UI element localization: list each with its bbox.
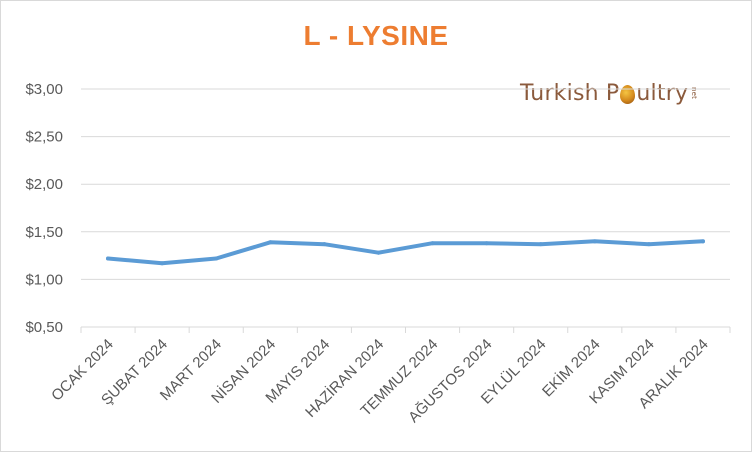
- data-point: [160, 261, 165, 266]
- y-tick-label: $3,00: [25, 81, 63, 98]
- data-point: [106, 256, 111, 261]
- x-axis-ticks: [80, 327, 731, 333]
- data-point: [214, 256, 219, 261]
- data-point: [430, 241, 435, 246]
- data-point: [700, 239, 705, 244]
- data-point: [646, 242, 651, 247]
- data-point: [592, 239, 597, 244]
- y-tick-label: $1,00: [25, 271, 63, 288]
- y-tick-label: $1,50: [25, 224, 63, 241]
- data-point: [538, 242, 543, 247]
- logo-suffix: net: [690, 86, 699, 100]
- y-tick-label: $2,50: [25, 129, 63, 146]
- data-point: [322, 242, 327, 247]
- y-tick-label: $0,50: [25, 319, 63, 336]
- data-point: [268, 240, 273, 245]
- logo-text-start: Turkish P: [520, 80, 620, 106]
- chart-title: L - LYSINE: [303, 20, 449, 51]
- data-point: [484, 241, 489, 246]
- y-tick-label: $2,00: [25, 176, 63, 193]
- series-layer: [106, 239, 705, 266]
- logo-text-end: ultry: [636, 80, 689, 106]
- series-line: [106, 239, 705, 266]
- y-axis-labels: $0,50 $1,00 $1,50 $2,00 $2,50 $3,00: [25, 81, 63, 336]
- gridlines: [81, 88, 730, 328]
- data-point: [376, 250, 381, 255]
